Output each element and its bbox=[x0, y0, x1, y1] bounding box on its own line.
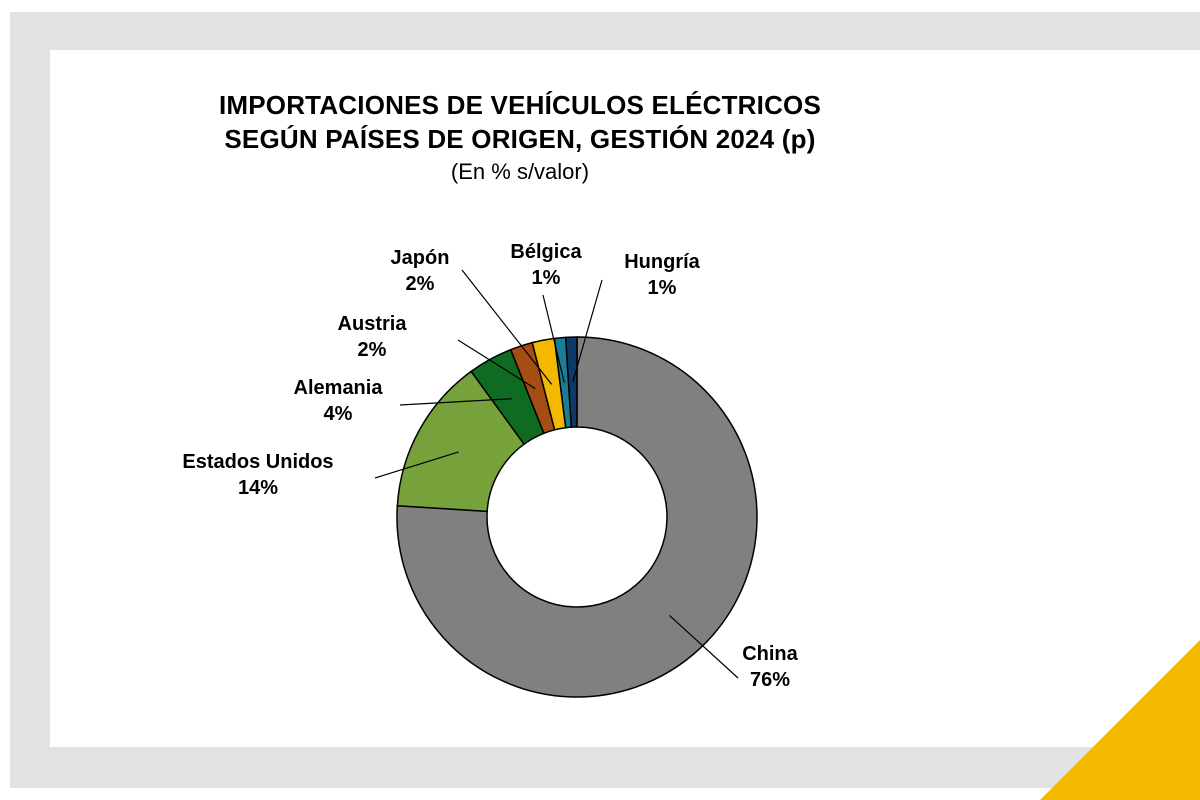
slice-china bbox=[396, 336, 758, 698]
category-label-estados-unidos: Estados Unidos bbox=[182, 451, 333, 473]
value-label-austria: 2% bbox=[358, 339, 387, 361]
chart-title-block: IMPORTACIONES DE VEHÍCULOS ELÉCTRICOS SE… bbox=[120, 88, 920, 188]
chart-title: IMPORTACIONES DE VEHÍCULOS ELÉCTRICOS bbox=[218, 90, 822, 120]
value-label-alemania: 4% bbox=[324, 403, 353, 425]
leader-line-japón bbox=[461, 269, 553, 385]
value-label-china: 76% bbox=[750, 669, 790, 691]
category-label-china: China bbox=[742, 643, 798, 665]
category-label-bélgica: Bélgica bbox=[510, 241, 582, 263]
leader-line-austria bbox=[457, 339, 536, 390]
chart-subtitle: (En % s/valor) bbox=[450, 159, 590, 184]
leader-line-bélgica bbox=[542, 294, 565, 383]
value-label-bélgica: 1% bbox=[532, 267, 561, 289]
slice-hungría bbox=[564, 336, 578, 428]
value-label-hungría: 1% bbox=[648, 277, 677, 299]
leader-line-hungría bbox=[572, 279, 603, 383]
leader-line-china bbox=[669, 614, 739, 679]
category-label-alemania: Alemania bbox=[294, 377, 384, 399]
value-label-japón: 2% bbox=[406, 273, 435, 295]
category-label-hungría: Hungría bbox=[624, 251, 700, 273]
chart-title-line-2: SEGÚN PAÍSES DE ORIGEN, GESTIÓN 2024 (p) bbox=[224, 124, 816, 154]
value-label-estados-unidos: 14% bbox=[238, 477, 278, 499]
leader-line-alemania bbox=[399, 398, 512, 406]
category-label-japón: Japón bbox=[391, 247, 450, 269]
yellow-corner-accent bbox=[1040, 640, 1200, 800]
category-label-austria: Austria bbox=[338, 313, 408, 335]
leader-line-estados-unidos bbox=[374, 451, 459, 479]
